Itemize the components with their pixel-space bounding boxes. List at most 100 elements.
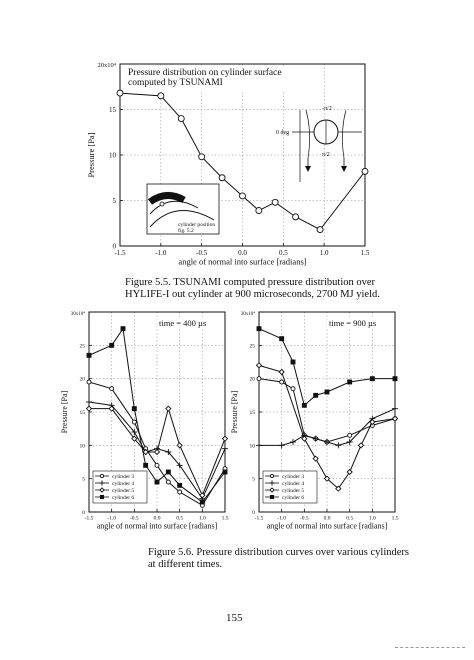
data-point [301, 435, 308, 442]
diagram-label-left: 0 deg [276, 130, 289, 136]
annotation-background [157, 317, 215, 329]
data-point [292, 213, 300, 221]
data-point [269, 494, 275, 500]
x-tick-label: 1.0 [369, 516, 376, 522]
y-tick-label: 25 [80, 343, 86, 349]
data-point [116, 89, 124, 97]
legend-label: cylinder 6 [282, 495, 304, 501]
data-point [86, 379, 92, 385]
y-axis-label: Pressure [Pa] [230, 390, 239, 433]
y-tick-label: 10 [250, 443, 256, 449]
data-point [221, 435, 229, 442]
data-point [131, 419, 137, 425]
data-point [357, 442, 365, 449]
inset-cylinder-dot [159, 201, 165, 207]
data-point [109, 342, 115, 348]
data-point [153, 448, 161, 456]
inset-cylinder-arc [147, 192, 186, 205]
data-point [335, 485, 342, 492]
x-tick-label: -1.0 [107, 516, 116, 522]
figure-5-6-caption: Figure 5.6. Pressure distribution curves… [148, 547, 409, 571]
data-point [86, 352, 92, 358]
data-point [369, 376, 375, 382]
figure-5-5-caption: Figure 5.5. TSUNAMI computed pressure di… [125, 277, 380, 301]
x-tick-label: 1.5 [361, 249, 370, 257]
data-point [99, 494, 105, 500]
series-line [259, 408, 396, 446]
x-tick-label: 1.0 [320, 249, 329, 257]
x-axis-label: angle of normal into surface [radians] [178, 257, 306, 267]
data-point [255, 207, 263, 214]
inset-arc-3 [149, 210, 215, 228]
legend-label: cylinder 3 [282, 474, 304, 480]
data-point [85, 405, 93, 412]
data-point [312, 455, 319, 462]
data-point [99, 473, 105, 479]
caption-line: at different times. [148, 559, 223, 570]
cylinder-inset: cylinder position fig. 5.2 [146, 183, 220, 235]
data-point [157, 92, 165, 100]
data-point [271, 198, 279, 206]
data-point [316, 226, 324, 234]
figure-5-6-left-chart: -1.5 -1.0 -0.5 0.0 0.5 1.0 1.5 0 5 10 15 20 25 30x10⁴… [60, 311, 229, 531]
page-number: 155 [226, 612, 243, 624]
data-point [99, 487, 105, 493]
y-tick-label: 5 [113, 197, 117, 205]
figure-5-5-chart: -1.5 -1.0 -0.5 0.0 0.5 1.0 1.5 0 5 10 15 20x10⁴ angl… [86, 62, 370, 267]
y-tick-label: 20 [250, 377, 256, 383]
data-point [131, 435, 138, 442]
x-tick-label: 0.0 [324, 516, 331, 522]
x-tick-label: -1.5 [255, 516, 264, 522]
data-point [239, 192, 246, 200]
arrow-down-icon [305, 166, 311, 172]
diagram-label-bottom: π/2 [322, 152, 330, 158]
data-point [199, 492, 206, 499]
data-point [177, 489, 183, 495]
x-tick-label: -0.5 [300, 516, 309, 522]
x-tick-label: 0.0 [238, 249, 247, 257]
data-point [323, 475, 331, 482]
y-multiplier-label: 20x10⁴ [97, 62, 116, 69]
x-tick-label: 0.5 [176, 516, 183, 522]
data-point [392, 376, 398, 382]
data-point [346, 468, 353, 476]
data-point [142, 448, 149, 456]
data-point [269, 487, 275, 493]
y-tick-label: 0 [82, 510, 85, 516]
y-tick-label: 5 [82, 477, 85, 483]
title-background [124, 66, 304, 90]
x-tick-label: 1.5 [392, 516, 399, 522]
x-tick-label: 0.0 [154, 516, 161, 522]
data-point [109, 386, 115, 392]
y-tick-label: 0 [113, 242, 117, 250]
y-tick-label: 15 [250, 410, 256, 416]
data-point [165, 479, 171, 485]
data-point [324, 389, 330, 395]
chart-subtitle: computed by TSUNAMI [128, 78, 223, 88]
legend-label: cylinder 3 [112, 474, 134, 480]
legend-label: cylinder 4 [112, 481, 134, 487]
data-point [279, 379, 285, 385]
y-axis-label: Pressure [Pa] [86, 132, 96, 177]
data-point [154, 479, 160, 485]
figure-5-6-right-chart: -1.5 -1.0 -0.5 0.0 0.5 1.0 1.5 0 5 10 15 20 25 30x10⁴… [230, 311, 399, 531]
data-point [131, 406, 137, 412]
data-point [347, 379, 353, 385]
data-point [391, 415, 399, 422]
x-tick-label: 0.5 [346, 516, 353, 522]
inset-label-2: fig. 5.2 [178, 227, 194, 234]
x-tick-label: 1.0 [199, 516, 206, 522]
y-tick-label: 15 [109, 106, 117, 114]
data-point [199, 499, 205, 505]
caption-line: Figure 5.6. Pressure distribution curves… [148, 547, 409, 558]
y-tick-label: 5 [252, 477, 255, 483]
legend-label: cylinder 5 [282, 488, 304, 494]
x-tick-label: -1.5 [114, 249, 126, 257]
series-line [258, 364, 396, 490]
legend-label: cylinder 6 [112, 495, 134, 501]
data-point [165, 405, 172, 412]
y-tick-label: 15 [80, 410, 86, 416]
data-point [120, 326, 126, 332]
y-multiplier-label: 30x10⁴ [241, 311, 256, 317]
data-point [290, 386, 296, 392]
